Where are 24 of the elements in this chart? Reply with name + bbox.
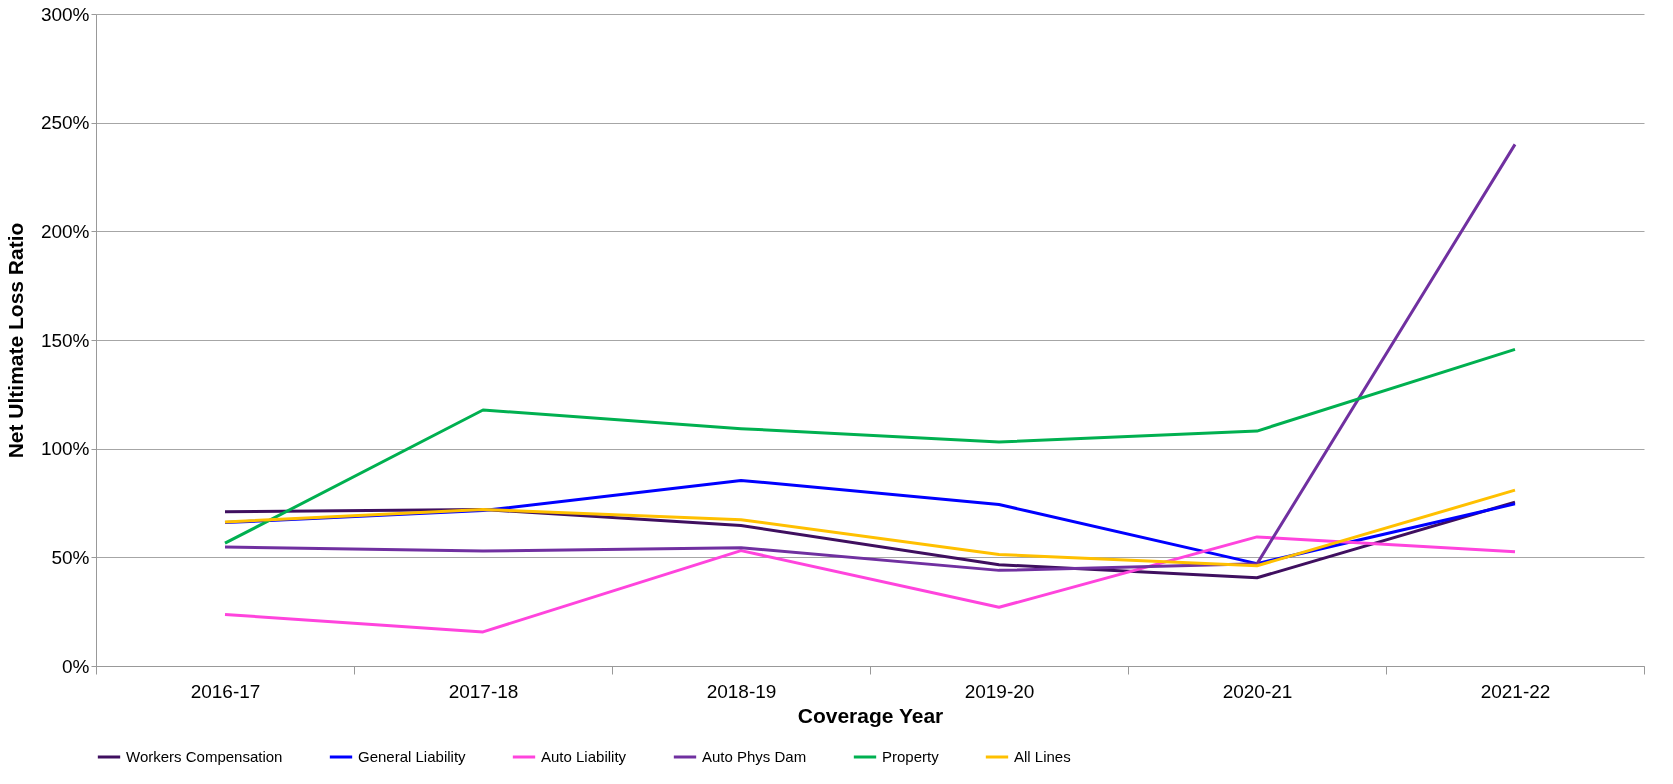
y-tick-label: 250% — [40, 112, 90, 134]
legend-label: Property — [882, 748, 940, 765]
line-series — [223, 347, 1517, 545]
y-tick-label: 200% — [40, 220, 90, 242]
y-tick-label: 0% — [62, 655, 90, 677]
line-series — [223, 535, 1517, 634]
legend-label: General Liability — [358, 748, 467, 765]
legend-label: Auto Liability — [541, 748, 627, 765]
legend-label: Auto Phys Dam — [702, 748, 807, 765]
x-axis-title: Coverage Year — [797, 703, 944, 727]
legend-label: All Lines — [1014, 748, 1071, 765]
x-tick-label: 2021-22 — [1480, 680, 1551, 702]
x-tick-label: 2020-21 — [1222, 680, 1293, 702]
x-tick-label: 2019-20 — [964, 680, 1035, 702]
y-tick-label: 150% — [40, 329, 90, 351]
legend-label: Workers Compensation — [126, 748, 283, 765]
y-tick-label: 300% — [40, 3, 90, 25]
x-tick-label: 2018-19 — [706, 680, 777, 702]
y-axis-title: Net Ultimate Loss Ratio — [3, 222, 27, 459]
x-tick-label: 2016-17 — [190, 680, 261, 702]
y-tick-label: 50% — [51, 546, 90, 568]
line-series — [223, 142, 1517, 572]
y-tick-label: 100% — [40, 438, 90, 460]
x-tick-label: 2017-18 — [448, 680, 519, 702]
